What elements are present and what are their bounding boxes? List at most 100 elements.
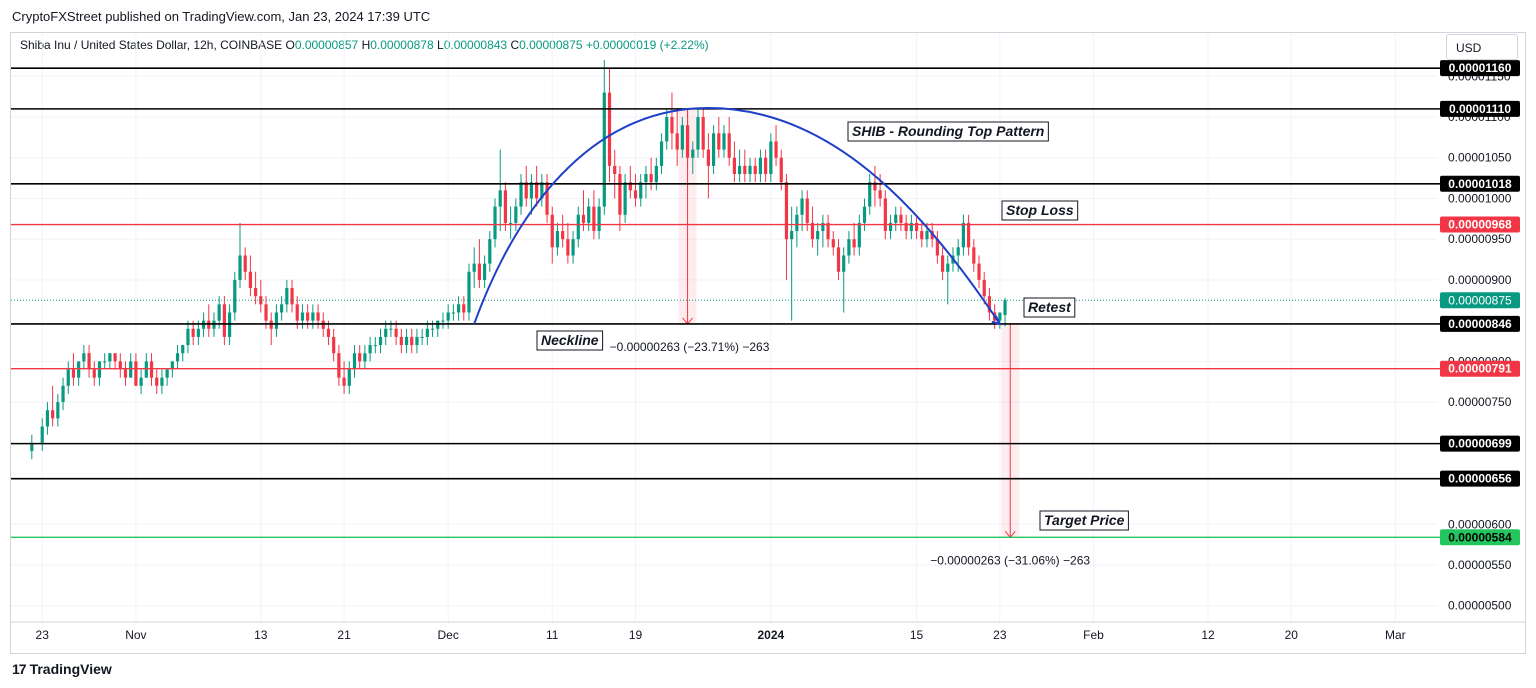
rounding-top-arc — [473, 107, 1002, 326]
x-tick-label: 12 — [1201, 628, 1215, 642]
candle-body — [946, 263, 950, 272]
candle-body — [186, 328, 190, 346]
candle-body — [103, 361, 107, 363]
candle-body — [290, 288, 294, 305]
candle-body — [670, 117, 674, 134]
high-value: 0.00000878 — [370, 38, 434, 52]
candle-body — [930, 231, 934, 240]
candle-body — [940, 255, 945, 272]
publisher-line: CryptoFXStreet published on TradingView.… — [12, 9, 431, 24]
candle-body — [222, 304, 226, 337]
candle-body — [956, 247, 960, 256]
candle-body — [123, 369, 128, 378]
target-price-label-box — [1039, 510, 1129, 531]
measure-label: −0.00000263 (−31.06%) −263 — [930, 553, 1090, 567]
candle-body — [784, 182, 789, 240]
candle-body — [659, 141, 664, 166]
chart-frame — [10, 32, 1526, 654]
candle-body — [462, 304, 466, 313]
candle-body — [399, 336, 403, 346]
y-tick-label: 0.00000900 — [1448, 273, 1512, 287]
x-axis: 23 Nov 13 21 Dec 11 19 2024 15 23 Feb 12 20 Mar — [10, 621, 1526, 642]
candle-body — [233, 279, 237, 313]
candle-body — [238, 255, 242, 280]
candle-body — [909, 222, 913, 232]
annotations: SHIB - Rounding Top Pattern Stop Loss Rete… — [536, 121, 1129, 531]
candle-body — [894, 214, 898, 223]
x-tick-label: Nov — [125, 628, 146, 642]
candle-body — [753, 165, 757, 175]
candle-body — [748, 165, 752, 175]
candle-body — [571, 239, 575, 256]
currency-selector[interactable]: USD — [1446, 34, 1518, 60]
candle-body — [535, 182, 539, 199]
candle-body — [144, 361, 148, 378]
candle-body — [795, 214, 799, 232]
brand-name: TradingView — [29, 661, 112, 677]
candle-body — [524, 182, 528, 199]
y-tick-label: 0.00000950 — [1448, 232, 1512, 246]
candle-body — [410, 336, 414, 346]
candle-body — [685, 125, 690, 158]
candle-body — [857, 222, 861, 248]
candle-body — [274, 312, 279, 329]
candle-body — [618, 174, 622, 215]
stop-loss-label: Stop Loss — [1006, 202, 1074, 218]
candles — [30, 60, 1007, 460]
measurements: −0.00000263 (−23.71%) −263 −0.00000263 (−… — [610, 109, 1090, 567]
candle-body — [826, 222, 830, 240]
candle-body — [254, 288, 258, 297]
candle-body — [373, 345, 377, 347]
candle-body — [696, 117, 700, 150]
y-tick-label: 0.00000550 — [1448, 558, 1512, 572]
tradingview-logo-icon: 17 — [12, 661, 27, 677]
candle-body — [149, 361, 154, 378]
candle-body — [883, 198, 887, 232]
candle-body — [862, 206, 867, 223]
candle-body — [394, 328, 398, 337]
current-price-tag — [1440, 292, 1520, 309]
candle-body — [175, 353, 180, 362]
candle-body — [566, 239, 570, 256]
candle-body — [800, 198, 804, 215]
x-tick-label: Feb — [1083, 628, 1104, 642]
level-tag-label: 0.00001018 — [1448, 177, 1512, 191]
level-tag-label: 0.00001160 — [1449, 61, 1512, 75]
level-tag — [1440, 470, 1520, 487]
candle-body — [404, 336, 409, 346]
price-tags: 0.00001160 0.00001110 0.00001018 0.00000968… — [1440, 60, 1520, 546]
level-tag-label: 0.00000846 — [1448, 317, 1512, 331]
candle-body — [264, 304, 268, 321]
close-label: C — [510, 38, 520, 52]
candle-body — [711, 133, 716, 166]
level-tag — [1440, 315, 1520, 332]
candle-body — [285, 288, 289, 305]
x-tick-label: 19 — [629, 628, 643, 642]
neckline-label: Neckline — [541, 332, 599, 348]
candle-body — [503, 190, 508, 223]
candle-body — [415, 336, 419, 346]
candle-body — [555, 231, 560, 248]
candle-body — [269, 320, 273, 329]
candle-body — [446, 312, 450, 321]
candle-body — [628, 182, 632, 191]
candle-body — [972, 247, 976, 264]
candle-body — [71, 369, 76, 378]
candle-body — [378, 336, 383, 346]
symbol-name: Shiba Inu / United States Dollar, 12h, C… — [20, 38, 283, 52]
candle-body — [87, 353, 91, 370]
candle-body — [311, 312, 315, 321]
x-tick-label: 15 — [910, 628, 924, 642]
candle-body — [878, 190, 882, 199]
level-tag-label: 0.00001110 — [1449, 102, 1511, 116]
x-tick-label: 11 — [546, 628, 559, 642]
candle-body — [899, 214, 903, 223]
candle-body — [581, 214, 586, 223]
candle-body — [977, 263, 981, 280]
candle-body — [529, 182, 534, 199]
candle-body — [982, 279, 986, 297]
candle-body — [321, 320, 325, 329]
level-tag — [1440, 360, 1520, 377]
candle-body — [722, 133, 726, 150]
